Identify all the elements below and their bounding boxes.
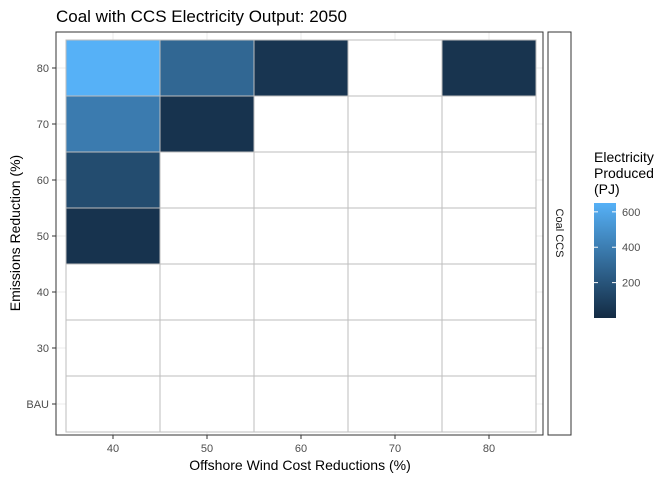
x-tick-label: 60 xyxy=(295,443,307,455)
heatmap-cell xyxy=(253,39,349,97)
chart-title: Coal with CCS Electricity Output: 2050 xyxy=(56,7,347,26)
heatmap-cell xyxy=(65,151,161,209)
heatmap-cell-empty xyxy=(441,319,537,377)
heatmap-cell-empty xyxy=(253,375,349,433)
x-tick-label: 50 xyxy=(201,443,213,455)
heatmap-cell-empty xyxy=(347,95,443,153)
y-tick-label: BAU xyxy=(26,399,49,411)
heatmap-cell xyxy=(65,95,161,153)
x-tick-label: 40 xyxy=(107,443,119,455)
heatmap-cell-empty xyxy=(347,263,443,321)
heatmap-cell-empty xyxy=(159,319,255,377)
heatmap-cell xyxy=(159,95,255,153)
heatmap-cell-empty xyxy=(441,375,537,433)
heatmap-cell-empty xyxy=(159,375,255,433)
legend-tick-label: 600 xyxy=(622,207,640,219)
heatmap-cell-empty xyxy=(441,151,537,209)
heatmap-cell-empty xyxy=(253,319,349,377)
heatmap-cell-empty xyxy=(347,207,443,265)
x-tick-label: 80 xyxy=(483,443,495,455)
y-tick-label: 60 xyxy=(37,175,49,187)
heatmap-cell-empty xyxy=(253,95,349,153)
heatmap-cell-empty xyxy=(347,151,443,209)
heatmap-cell-empty xyxy=(253,263,349,321)
heatmap-cell-empty xyxy=(441,207,537,265)
heatmap-cell-empty xyxy=(347,375,443,433)
heatmap-cell-empty xyxy=(253,207,349,265)
heatmap-cell-empty xyxy=(159,151,255,209)
y-tick-label: 70 xyxy=(37,119,49,131)
heatmap-cell-empty xyxy=(441,263,537,321)
heatmap-cell-empty xyxy=(253,151,349,209)
facet-strip xyxy=(547,31,572,436)
legend-title-line: (PJ) xyxy=(594,181,620,197)
heatmap-cells xyxy=(65,39,537,433)
heatmap-cell-empty xyxy=(65,319,161,377)
heatmap-cell-empty xyxy=(159,263,255,321)
y-tick-label: 40 xyxy=(37,287,49,299)
heatmap-cell-empty xyxy=(159,207,255,265)
heatmap-cell xyxy=(65,207,161,265)
legend-title-line: Electricity xyxy=(594,149,654,165)
x-axis-title: Offshore Wind Cost Reductions (%) xyxy=(189,457,411,473)
y-tick-label: 50 xyxy=(37,231,49,243)
x-tick-label: 70 xyxy=(389,443,401,455)
heatmap-cell-empty xyxy=(65,263,161,321)
legend-colorbar xyxy=(594,203,616,318)
y-tick-label: 30 xyxy=(37,343,49,355)
y-axis-title: Emissions Reduction (%) xyxy=(7,155,23,311)
heatmap-cell xyxy=(65,39,161,97)
legend-title-line: Produced xyxy=(594,165,654,181)
y-tick-label: 80 xyxy=(37,63,49,75)
facet-strip-label: Coal CCS xyxy=(553,209,565,258)
heatmap-cell-empty xyxy=(441,95,537,153)
y-axis: BAU 30 40 50 60 70 80 xyxy=(26,63,56,411)
x-axis: 40 50 60 70 80 xyxy=(107,435,495,455)
heatmap-cell-empty xyxy=(347,39,443,97)
legend-tick-label: 200 xyxy=(622,278,640,290)
heatmap-cell-empty xyxy=(347,319,443,377)
heatmap-cell-empty xyxy=(65,375,161,433)
heatmap-cell xyxy=(159,39,255,97)
plot-border xyxy=(55,31,544,436)
heatmap-cell xyxy=(441,39,537,97)
legend-tick-label: 400 xyxy=(622,242,640,254)
